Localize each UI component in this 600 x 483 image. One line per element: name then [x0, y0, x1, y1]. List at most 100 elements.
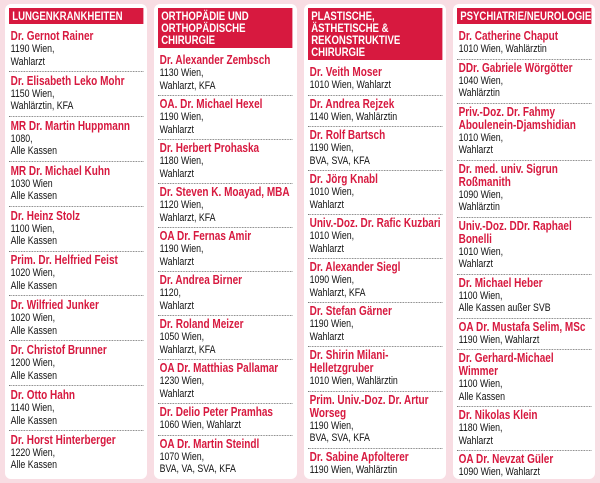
doctor-entry: Dr. Herbert Prohaska 1180 Wien, Wahlarzt	[158, 140, 293, 184]
doctor-name: Dr. Andrea Rejzek	[309, 96, 394, 111]
doctor-name: Dr. Rolf Bartsch	[309, 128, 385, 142]
doctor-detail: 1230 Wien,	[159, 375, 205, 387]
doctor-name: OA Dr. Nevzat Güler	[458, 452, 554, 466]
doctor-entry: Dr. Wilfried Junker 1020 Wien, Alle Kassen	[9, 297, 144, 342]
doctor-name: Dr. Sabine Apfolterer	[309, 449, 409, 464]
doctor-entry: Dr. Alexander Siegl 1090 Wien, Wahlarzt, K…	[307, 259, 442, 303]
doctor-entry: Dr. Alexander Zembsch 1130 Wien, Wahlarzt,…	[158, 52, 293, 96]
doctor-name: Dr. Steven K. Moayad, MBA	[159, 185, 290, 199]
column-title: PLASTISCHE, ÄSTHETISCHE & REKONSTRUKTIVE…	[307, 8, 442, 60]
doctor-entry: OA Dr. Martin Steindl 1070 Wien, BVA, VA, …	[158, 436, 292, 479]
doctor-detail: Wahlarzt	[159, 299, 195, 312]
doctor-detail: 1190 Wien,	[309, 318, 353, 330]
doctor-entry: MR Dr. Martin Huppmann 1080, Alle Kassen	[9, 118, 144, 162]
doctor-name: Prim. Univ.-Doz. Dr. Artur Worseg	[309, 392, 429, 420]
doctor-detail: Alle Kassen	[10, 235, 58, 247]
doctor-detail: Alle Kassen	[10, 190, 58, 203]
doctor-detail: 1010 Wien,	[309, 186, 354, 198]
doctor-name: MR Dr. Michael Kuhn	[10, 163, 111, 178]
doctor-name: Priv.-Doz. Dr. Fahmy Aboulenein-Djamshid…	[458, 104, 576, 132]
doctor-entry: Dr. Roland Meizer 1050 Wien, Wahlarzt, KFA	[158, 316, 293, 360]
entry-list: Dr. Veith Moser 1010 Wien, Wahlarzt Dr. An…	[307, 60, 442, 480]
doctor-detail: Wahlarzt, KFA	[159, 343, 216, 356]
column-title: LUNGENKRANKHEITEN	[9, 8, 144, 24]
doctor-entry: Dr. Andrea Birner 1120, Wahlarzt	[158, 272, 293, 316]
doctor-detail: 1190 Wien,	[309, 419, 353, 432]
column: PLASTISCHE, ÄSTHETISCHE & REKONSTRUKTIVE…	[303, 4, 446, 480]
doctor-detail: 1020 Wien,	[10, 312, 56, 325]
doctor-detail: 1080,	[10, 132, 33, 145]
doctor-detail: Wahlarzt	[458, 258, 493, 270]
doctor-entry: Prim. Univ.-Doz. Dr. Artur Worseg 1190 Wi…	[307, 392, 442, 449]
column: ORTHOPÄDIE UND ORTHOPÄDISCHE CHIRURGIE Dr…	[154, 4, 297, 479]
doctor-name: OA Dr. Fernas Amir	[159, 229, 252, 243]
doctor-name: Dr. Jörg Knabl	[309, 172, 378, 186]
column-title: ORTHOPÄDIE UND ORTHOPÄDISCHE CHIRURGIE	[158, 8, 293, 48]
doctor-detail: 1010 Wien,	[458, 131, 503, 144]
doctor-entry: Dr. Christof Brunner 1200 Wien, Alle Kasse…	[9, 342, 144, 387]
doctor-detail: 1050 Wien,	[159, 331, 205, 343]
doctor-detail: 1190 Wien,	[309, 142, 353, 154]
doctor-name: Dr. Gerhard-Michael Wimmer	[458, 351, 554, 378]
column: PSYCHIATRIE/NEUROLOGIE Dr. Catherine Chap…	[452, 4, 595, 479]
doctor-entry: Dr. Catherine Chaput 1010 Wien, Wahlärzti…	[456, 28, 591, 60]
doctor-entry: Dr. Stefan Gärner 1190 Wien, Wahlarzt	[307, 303, 442, 347]
doctor-entry: Dr. Steven K. Moayad, MBA 1120 Wien, Wahla…	[158, 184, 293, 228]
doctor-entry: OA Dr. Matthias Pallamar 1230 Wien, Wahlar…	[158, 360, 293, 404]
doctor-detail: 1120,	[159, 287, 182, 299]
doctor-detail: 1190 Wien,	[159, 111, 204, 123]
doctor-name: Dr. Alexander Zembsch	[159, 53, 271, 67]
doctor-detail: 1090 Wien,	[458, 188, 503, 201]
doctor-name: OA Dr. Mustafa Selim, MSc	[458, 319, 586, 334]
doctor-name: Dr. Andrea Birner	[159, 273, 243, 287]
doctor-detail: 1090 Wien,	[309, 274, 354, 286]
doctor-detail: BVA, SVA, KFA	[309, 154, 370, 167]
doctor-name: Dr. med. univ. Sigrun Roßmanith	[458, 161, 558, 189]
doctor-name: Dr. Delio Peter Pramhas	[159, 405, 274, 419]
doctor-name: Prim. Dr. Helfried Feist	[10, 253, 118, 268]
doctor-name: DDr. Gabriele Wörgötter	[458, 60, 573, 75]
doctor-detail: 1100 Wien,	[10, 222, 55, 235]
doctor-entry: Dr. Andrea Rejzek 1140 Wien, Wahlärztin	[307, 96, 442, 127]
doctor-detail: 1120 Wien,	[159, 199, 204, 211]
doctor-detail: 1060 Wien, Wahlarzt	[159, 419, 242, 431]
doctor-detail: Wahlarzt	[309, 198, 344, 211]
doctor-name: Dr. Herbert Prohaska	[159, 141, 260, 155]
doctor-detail: 1090 Wien, Wahlarzt	[458, 466, 540, 478]
doctor-detail: 1040 Wien,	[458, 74, 503, 87]
doctor-detail: BVA, SVA, KFA	[309, 432, 370, 444]
doctor-detail: 1100 Wien,	[458, 289, 503, 302]
doctor-name: Dr. Nikolas Klein	[458, 408, 538, 422]
entry-list: Dr. Catherine Chaput 1010 Wien, Wahlärzti…	[456, 24, 591, 479]
doctor-entry: Dr. Nikolas Klein 1180 Wien, Wahlarzt	[456, 407, 591, 451]
doctor-name: OA Dr. Martin Steindl	[159, 436, 260, 451]
doctor-detail: Alle Kassen	[10, 324, 58, 337]
doctor-detail: 1200 Wien,	[10, 357, 56, 370]
entry-list: Dr. Alexander Zembsch 1130 Wien, Wahlarzt,…	[158, 48, 293, 479]
doctor-name: OA Dr. Matthias Pallamar	[159, 361, 279, 375]
doctor-detail: 1190 Wien, Wahlarzt	[458, 333, 540, 346]
doctor-detail: Wahlarzt, KFA	[309, 286, 366, 299]
doctor-detail: 1190 Wien,	[10, 43, 55, 55]
doctor-entry: OA Dr. Fernas Amir 1190 Wien, Wahlarzt	[158, 228, 293, 272]
doctor-detail: 1130 Wien,	[159, 67, 204, 79]
doctor-name: Dr. Roland Meizer	[159, 317, 244, 331]
doctor-entry: Dr. Rolf Bartsch 1190 Wien, BVA, SVA, KFA	[307, 127, 442, 171]
doctor-detail: 1220 Wien,	[10, 446, 56, 459]
doctor-detail: Wahlärztin	[458, 87, 500, 99]
doctor-name: Dr. Otto Hahn	[10, 388, 76, 402]
doctor-name: Dr. Heinz Stolz	[10, 208, 81, 223]
doctor-detail: 1020 Wien,	[10, 267, 56, 280]
doctor-detail: Alle Kassen	[10, 145, 58, 158]
doctor-detail: 1150 Wien,	[10, 87, 55, 100]
doctor-entry: OA Dr. Nevzat Güler 1090 Wien, Wahlarzt	[457, 451, 591, 479]
doctor-entry: DDr. Gabriele Wörgötter 1040 Wien, Wahlärz…	[456, 60, 591, 104]
doctor-detail: Alle Kassen außer SVB	[458, 302, 551, 314]
doctor-entry: Dr. Michael Heber 1100 Wien, Alle Kassen a…	[456, 275, 591, 319]
column-title: PSYCHIATRIE/NEUROLOGIE	[456, 8, 591, 24]
doctor-entry: Prim. Dr. Helfried Feist 1020 Wien, Alle K…	[9, 252, 144, 297]
doctor-detail: 1100 Wien,	[458, 378, 503, 390]
doctor-entry: Dr. Sabine Apfolterer 1190 Wien, Wahlärzt…	[308, 449, 442, 480]
column: LUNGENKRANKHEITEN Dr. Gernot Rainer 1190 W…	[5, 4, 148, 479]
